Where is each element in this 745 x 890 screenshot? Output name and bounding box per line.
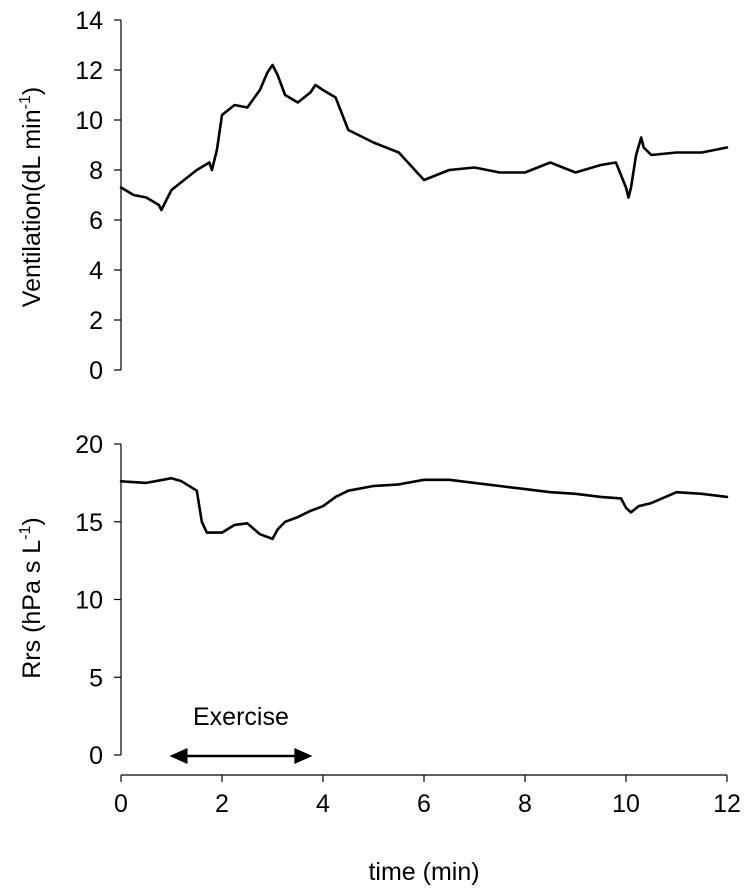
time-x-ticks: 0 2 4 6 8 10 12 (114, 775, 741, 818)
time-x-tick-label: 4 (316, 790, 330, 818)
exercise-arrow-head-right (294, 748, 313, 764)
rrs-panel: 0 5 10 15 20 0 2 4 6 8 10 12 Rrs (hPa s L-1) time … (17, 431, 741, 886)
ventilation-series-line (119, 63, 729, 212)
ventilation-y-tick-label: 14 (75, 7, 103, 35)
rrs-y-tick-label: 0 (89, 742, 103, 770)
time-x-tick-label: 10 (612, 790, 640, 818)
x-axis-title: time (min) (368, 858, 479, 886)
ventilation-y-tick-label: 6 (89, 207, 103, 235)
ventilation-y-axis-title: Ventilation(dL min-1) (17, 87, 46, 307)
time-x-tick-label: 2 (215, 790, 229, 818)
rrs-y-tick-label: 5 (89, 664, 103, 692)
time-x-tick-label: 8 (518, 790, 532, 818)
ventilation-y-tick-label: 0 (89, 357, 103, 385)
time-x-tick-label: 6 (417, 790, 431, 818)
exercise-label: Exercise (193, 703, 289, 731)
rrs-y-tick-label: 10 (75, 587, 103, 615)
ventilation-y-tick-label: 8 (89, 157, 103, 185)
ventilation-y-tick-label: 12 (75, 57, 103, 85)
exercise-arrow-head-left (169, 748, 188, 764)
ventilation-y-tick-label: 4 (89, 257, 103, 285)
rrs-y-tick-label: 20 (75, 431, 103, 459)
time-x-tick-label: 0 (114, 790, 128, 818)
ventilation-panel: 0 2 4 6 8 10 12 14 Ventilation(dL min-1) (17, 7, 729, 385)
ventilation-y-tick-label: 2 (89, 307, 103, 335)
exercise-annotation: Exercise (169, 703, 313, 764)
time-x-tick-label: 12 (713, 790, 741, 818)
ventilation-y-tick-label: 10 (75, 107, 103, 135)
rrs-y-ticks: 0 5 10 15 20 (75, 431, 121, 770)
rrs-y-tick-label: 15 (75, 509, 103, 537)
ventilation-y-ticks: 0 2 4 6 8 10 12 14 (75, 7, 121, 385)
rrs-series-line (119, 476, 729, 541)
rrs-y-axis-title: Rrs (hPa s L-1) (17, 517, 46, 679)
